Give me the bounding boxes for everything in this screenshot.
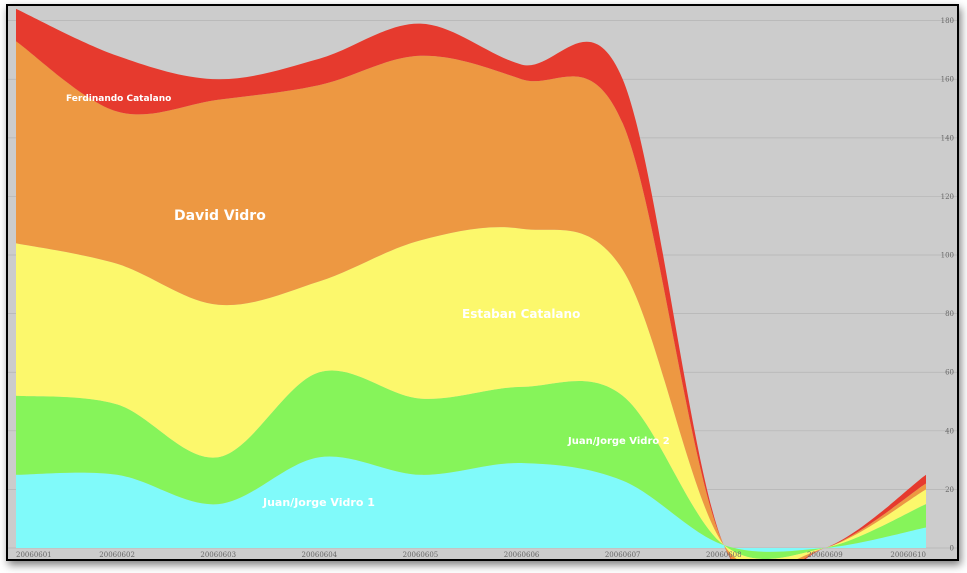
x-tick-label: 20060608 (706, 551, 742, 559)
label-david-vidro: David Vidro (174, 208, 266, 224)
area-david-vidro (16, 41, 926, 559)
x-tick-label: 20060605 (403, 551, 439, 559)
x-tick-label: 20060603 (200, 551, 236, 559)
y-tick-label: 100 (941, 252, 954, 260)
x-tick-label: 20060604 (302, 551, 338, 559)
x-tick-label: 20060601 (16, 551, 52, 559)
label-juan-jorge-vidro-1: Juan/Jorge Vidro 1 (262, 496, 375, 509)
y-tick-label: 160 (941, 76, 954, 84)
chart-frame: 0 20 40 60 80 100 120 140 160 180 20060601 2006060… (6, 4, 959, 561)
x-tick-label: 20060607 (605, 551, 641, 559)
y-tick-label: 60 (945, 369, 954, 377)
x-tick-label: 20060609 (807, 551, 843, 559)
y-axis-ticks: 0 20 40 60 80 100 120 140 160 180 (941, 17, 954, 552)
area-layers (16, 8, 926, 559)
area-estaban-catalano (16, 227, 926, 559)
label-ferdinando-catalano: Ferdinando Catalano (66, 94, 171, 104)
y-tick-label: 180 (941, 17, 954, 25)
x-tick-label: 20060606 (504, 551, 540, 559)
area-juan-jorge-vidro-2 (16, 370, 926, 559)
area-ferdinando-catalano (16, 8, 926, 559)
x-tick-label: 20060610 (890, 551, 926, 559)
y-tick-label: 20 (945, 486, 954, 494)
x-tick-label: 20060602 (99, 551, 135, 559)
y-tick-label: 40 (945, 427, 954, 435)
x-axis-ticks: 20060601 20060602 20060603 20060604 20060605… (16, 551, 926, 559)
y-tick-label: 120 (941, 193, 954, 201)
label-juan-jorge-vidro-2: Juan/Jorge Vidro 2 (567, 436, 670, 447)
y-tick-label: 140 (941, 134, 954, 142)
label-estaban-catalano: Estaban Catalano (462, 307, 580, 321)
y-tick-label: 80 (945, 310, 954, 318)
area-juan-jorge-vidro-1 (16, 456, 926, 552)
y-tick-label: 0 (950, 545, 954, 553)
